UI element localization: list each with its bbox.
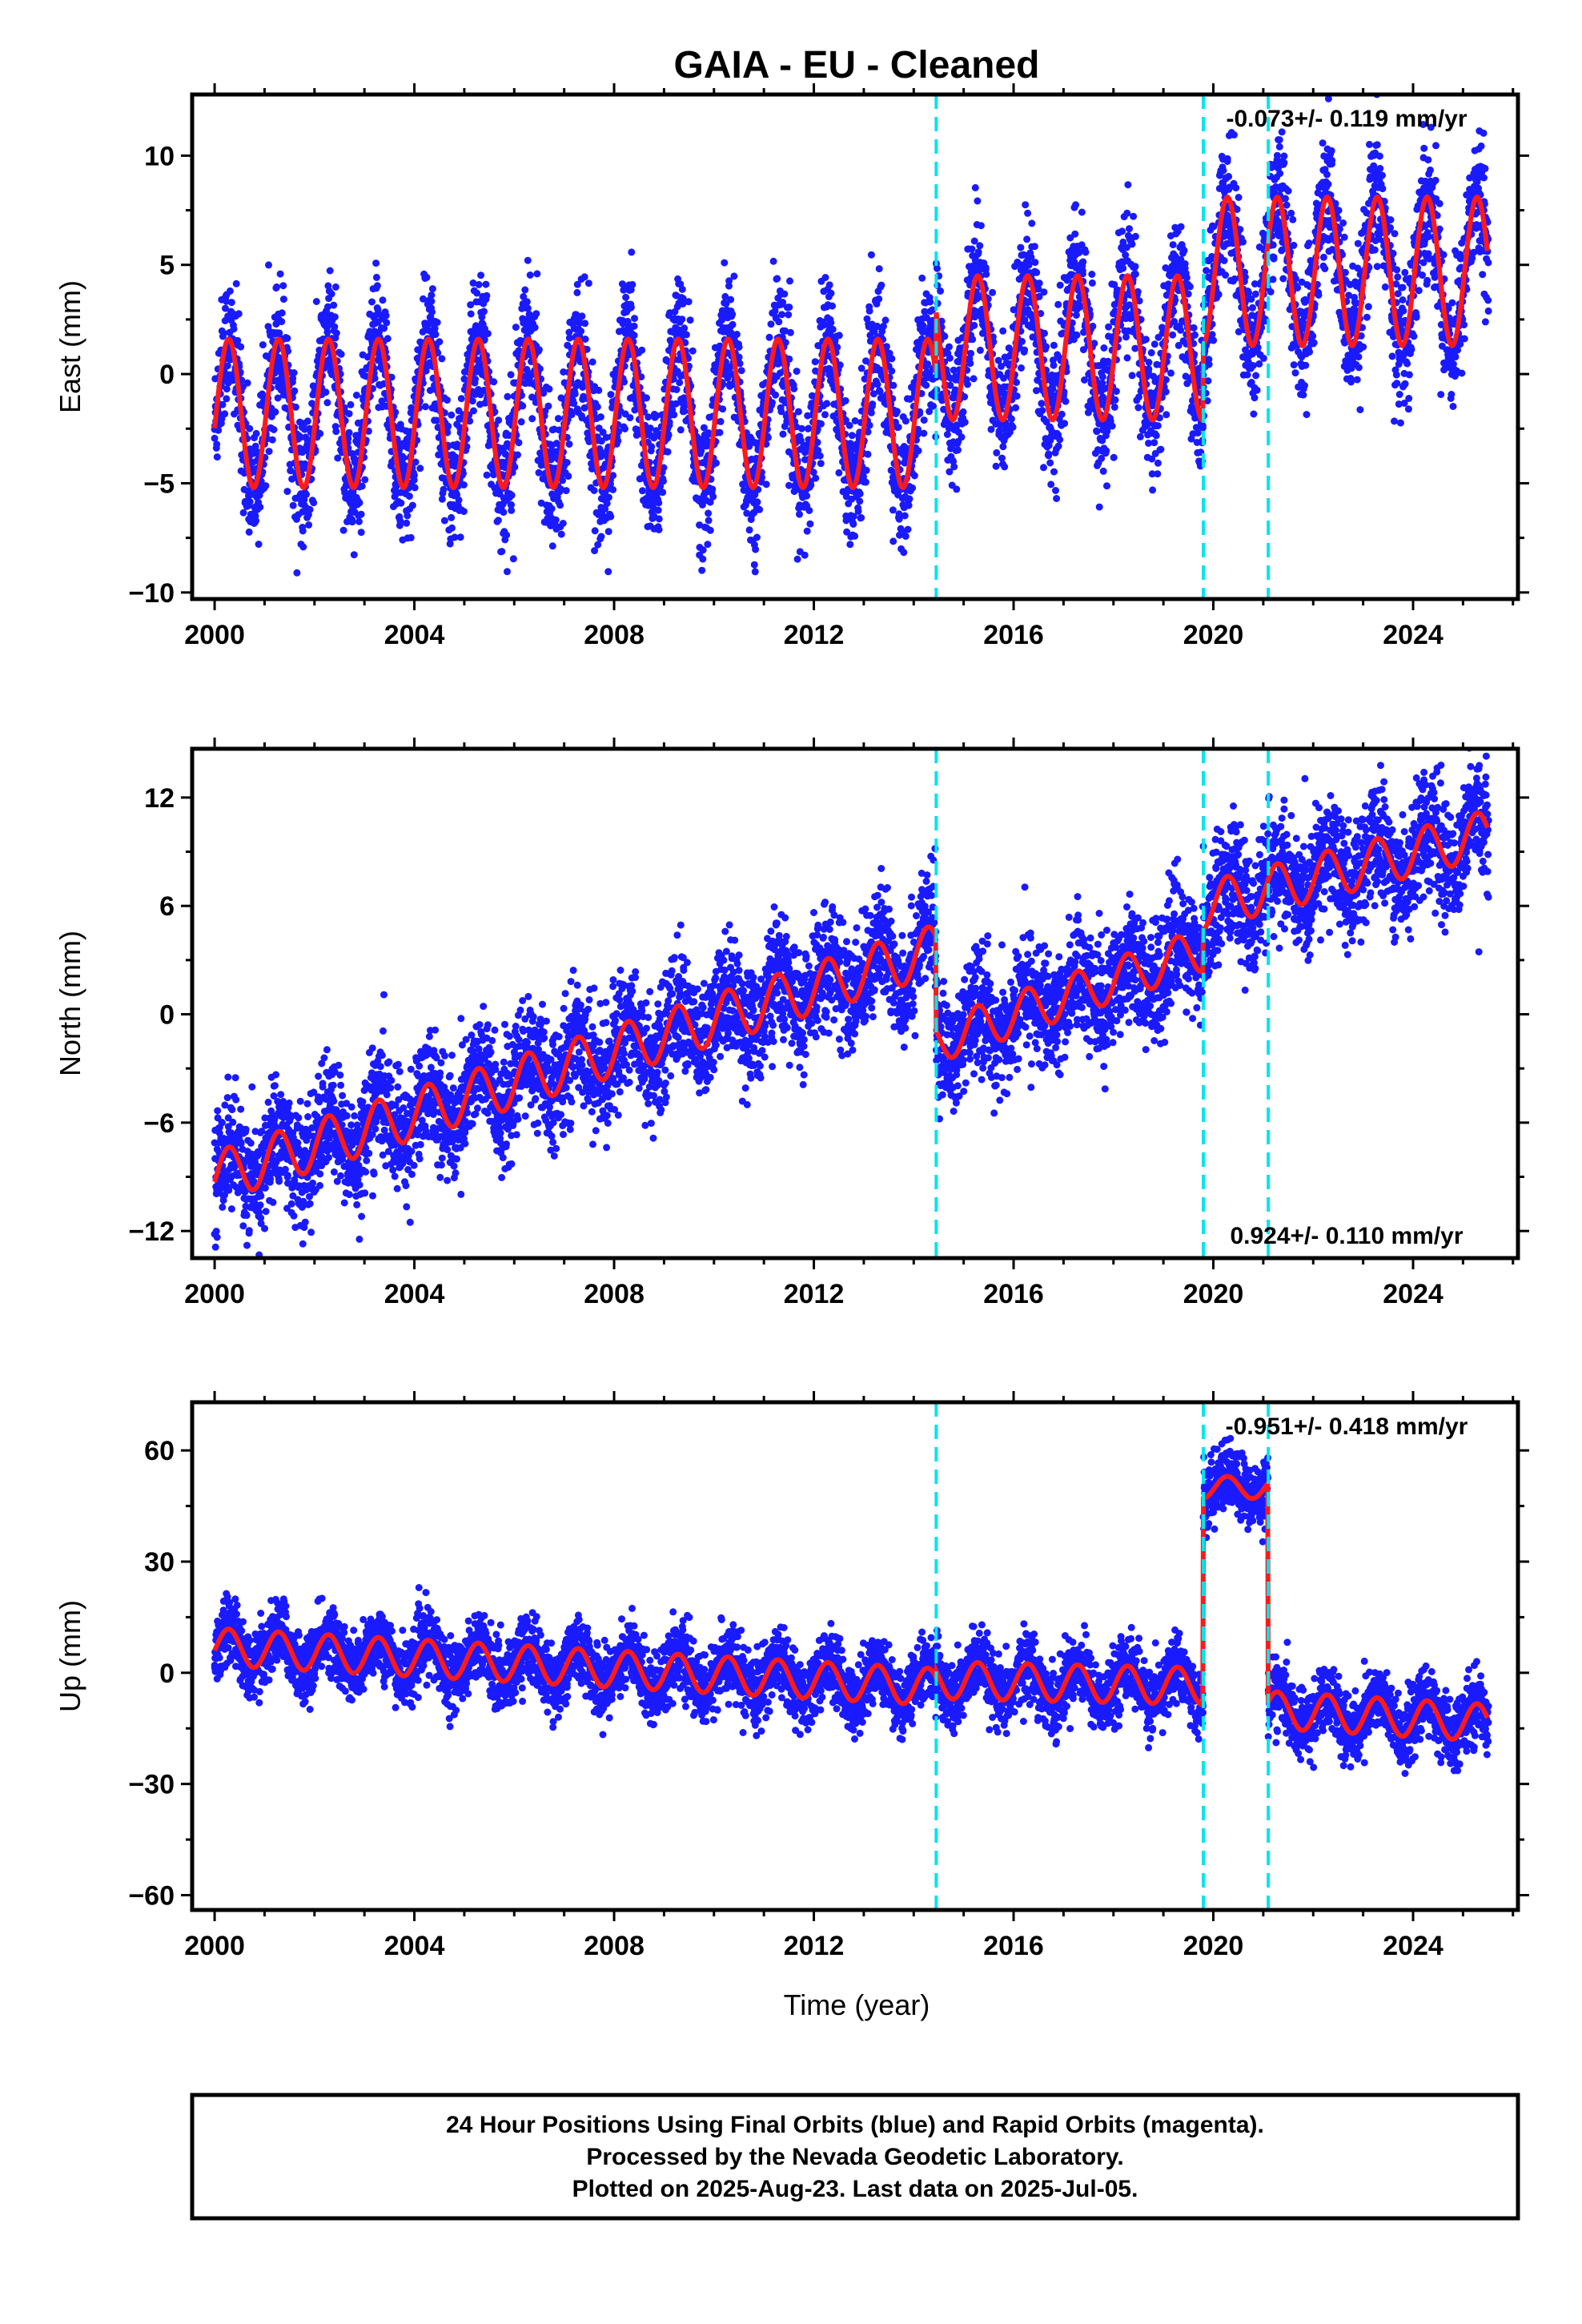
- east-ytick-label: 10: [144, 141, 175, 171]
- up-xtick-label: 2024: [1383, 1931, 1443, 1961]
- north-ylabel: North (mm): [54, 931, 86, 1076]
- north-panel: 2000 2004 2008 2012 2016 2020 2024 −12 −6 0 6 12 Nor…: [54, 738, 1529, 1309]
- north-xtick-label: 2012: [784, 1279, 845, 1309]
- up-scatter: [211, 1435, 1492, 1777]
- footer-line-1: 24 Hour Positions Using Final Orbits (bl…: [446, 2112, 1264, 2138]
- up-data-points: [211, 1435, 1492, 1777]
- up-ytick-label: 0: [159, 1659, 175, 1689]
- up-ytick-label: 60: [144, 1436, 175, 1466]
- north-ytick-label: −12: [128, 1216, 175, 1247]
- north-ytick-label: 0: [159, 1000, 175, 1031]
- north-ytick-label: 12: [144, 783, 175, 814]
- north-rate-label: 0.924+/- 0.110 mm/yr: [1230, 1223, 1463, 1249]
- east-ytick-label: −10: [128, 578, 175, 609]
- up-xtick-label: 2000: [184, 1931, 245, 1961]
- north-xtick-label: 2024: [1383, 1279, 1443, 1309]
- north-xtick-label: 2000: [184, 1279, 245, 1309]
- footer-line-3: Plotted on 2025-Aug-23. Last data on 202…: [572, 2176, 1138, 2202]
- east-rate-label: -0.073+/- 0.119 mm/yr: [1226, 106, 1467, 132]
- east-xtick-label: 2024: [1383, 620, 1443, 650]
- north-xtick-label: 2004: [384, 1279, 445, 1309]
- up-rate-label: -0.951+/- 0.418 mm/yr: [1226, 1413, 1468, 1440]
- up-xtick-label: 2008: [584, 1931, 644, 1961]
- footer-line-2: Processed by the Nevada Geodetic Laborat…: [586, 2144, 1123, 2170]
- north-scatter: [211, 743, 1492, 1270]
- north-xtick-label: 2016: [983, 1279, 1044, 1309]
- east-ytick-label: 5: [159, 251, 175, 281]
- east-xtick-label: 2008: [584, 620, 644, 650]
- east-xtick-label: 2000: [184, 620, 245, 650]
- north-xtick-label: 2020: [1183, 1279, 1244, 1309]
- up-xtick-label: 2012: [784, 1931, 845, 1961]
- north-xtick-label: 2008: [584, 1279, 644, 1309]
- up-xtick-label: 2020: [1183, 1931, 1244, 1961]
- east-xtick-label: 2020: [1183, 620, 1244, 650]
- up-xtick-label: 2016: [983, 1931, 1044, 1961]
- north-ytick-label: 6: [159, 891, 175, 922]
- north-ytick-label: −6: [143, 1108, 175, 1139]
- up-ytick-label: 30: [144, 1547, 175, 1578]
- east-xtick-label: 2016: [983, 620, 1044, 650]
- north-data-points: [211, 743, 1492, 1270]
- up-ytick-label: −60: [128, 1880, 175, 1911]
- up-ytick-label: −30: [128, 1770, 175, 1800]
- east-ytick-label: −5: [143, 468, 175, 499]
- x-axis-label: Time (year): [784, 1988, 930, 2021]
- up-xtick-label: 2004: [384, 1931, 445, 1961]
- east-ytick-label: 0: [159, 360, 175, 390]
- up-panel: 2000 2004 2008 2012 2016 2020 2024 −60 −30 0 30 60 U…: [54, 1391, 1529, 1961]
- footer-box: 24 Hour Positions Using Final Orbits (bl…: [192, 2095, 1518, 2218]
- east-panel: 2000 2004 2008 2012 2016 2020 2024 −10 −5 0 5 10 Eas…: [54, 83, 1529, 650]
- chart-title: GAIA - EU - Cleaned: [674, 44, 1040, 86]
- east-xtick-label: 2004: [384, 620, 445, 650]
- up-ylabel: Up (mm): [54, 1600, 86, 1712]
- east-xtick-label: 2012: [784, 620, 845, 650]
- east-ylabel: East (mm): [54, 280, 86, 413]
